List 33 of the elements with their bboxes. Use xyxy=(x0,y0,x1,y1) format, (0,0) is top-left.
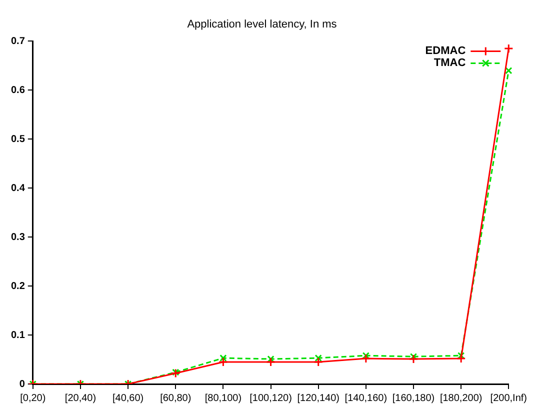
x-tick-label: [60,80) xyxy=(160,392,192,404)
y-tick-label: 0.6 xyxy=(10,84,26,96)
y-tick-label: 0.5 xyxy=(10,134,26,145)
x-tick-label: [140,160) xyxy=(344,392,388,404)
point xyxy=(314,354,322,362)
point xyxy=(408,354,418,364)
x-tick-label: [200,Inf) xyxy=(490,392,528,404)
point xyxy=(314,357,324,367)
y-tick-label: 0 xyxy=(19,378,26,390)
legend-label: EDMAC xyxy=(425,45,466,58)
point xyxy=(218,357,228,367)
y-tick-label: 0.4 xyxy=(10,182,26,194)
y-tick-label: 0.2 xyxy=(10,280,26,292)
point xyxy=(505,67,512,74)
x-tick-label: [120,140) xyxy=(297,392,340,404)
x-tick-label: [180,200) xyxy=(440,392,482,404)
point xyxy=(220,354,227,362)
point xyxy=(456,354,466,364)
y-tick-label: 0.7 xyxy=(10,36,26,47)
x-tick-label: [40,60) xyxy=(112,392,144,404)
x-tick-label: [100,120) xyxy=(250,392,292,404)
point xyxy=(504,44,514,54)
y-tick-label: 0.1 xyxy=(10,330,26,341)
y-tick-label: 0.3 xyxy=(10,232,26,243)
chart-title: Application level latency, In ms xyxy=(187,18,338,31)
point xyxy=(410,353,418,360)
legend-label: TMAC xyxy=(434,57,466,70)
x-tick-label: [0,20) xyxy=(20,392,46,404)
x-tick-label: [80,100) xyxy=(204,392,242,404)
x-tick-label: [20,40) xyxy=(64,392,96,404)
point xyxy=(266,357,276,367)
x-tick-label: [160,180) xyxy=(392,392,435,404)
point xyxy=(361,354,371,364)
